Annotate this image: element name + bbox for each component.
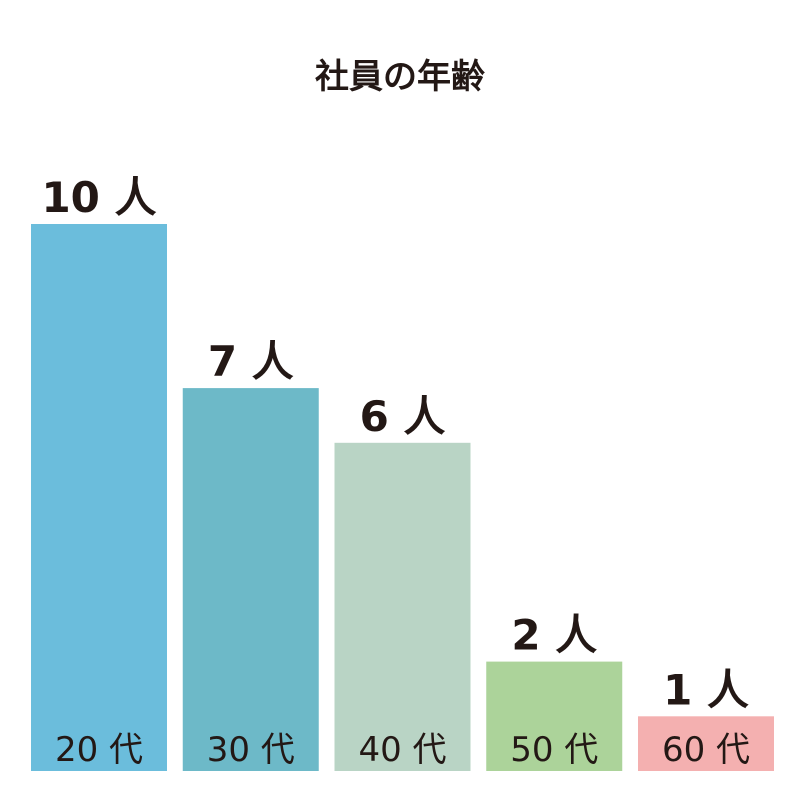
category-label: 20 代 bbox=[55, 730, 143, 770]
value-label: 2 人 bbox=[511, 611, 597, 660]
bar-4 bbox=[638, 716, 774, 771]
category-label: 40 代 bbox=[358, 730, 446, 770]
bar-1 bbox=[182, 388, 319, 771]
category-label: 60 代 bbox=[662, 730, 750, 770]
category-label: 30 代 bbox=[207, 730, 295, 770]
value-label: 10 人 bbox=[41, 173, 156, 222]
category-label: 50 代 bbox=[510, 730, 598, 770]
bar-0 bbox=[31, 224, 167, 771]
value-label: 7 人 bbox=[208, 337, 294, 386]
value-label: 6 人 bbox=[360, 392, 446, 441]
chart-title: 社員の年齢 bbox=[315, 57, 485, 97]
value-label: 1 人 bbox=[663, 665, 749, 714]
bar-2 bbox=[334, 442, 471, 771]
bar-3 bbox=[486, 661, 623, 771]
